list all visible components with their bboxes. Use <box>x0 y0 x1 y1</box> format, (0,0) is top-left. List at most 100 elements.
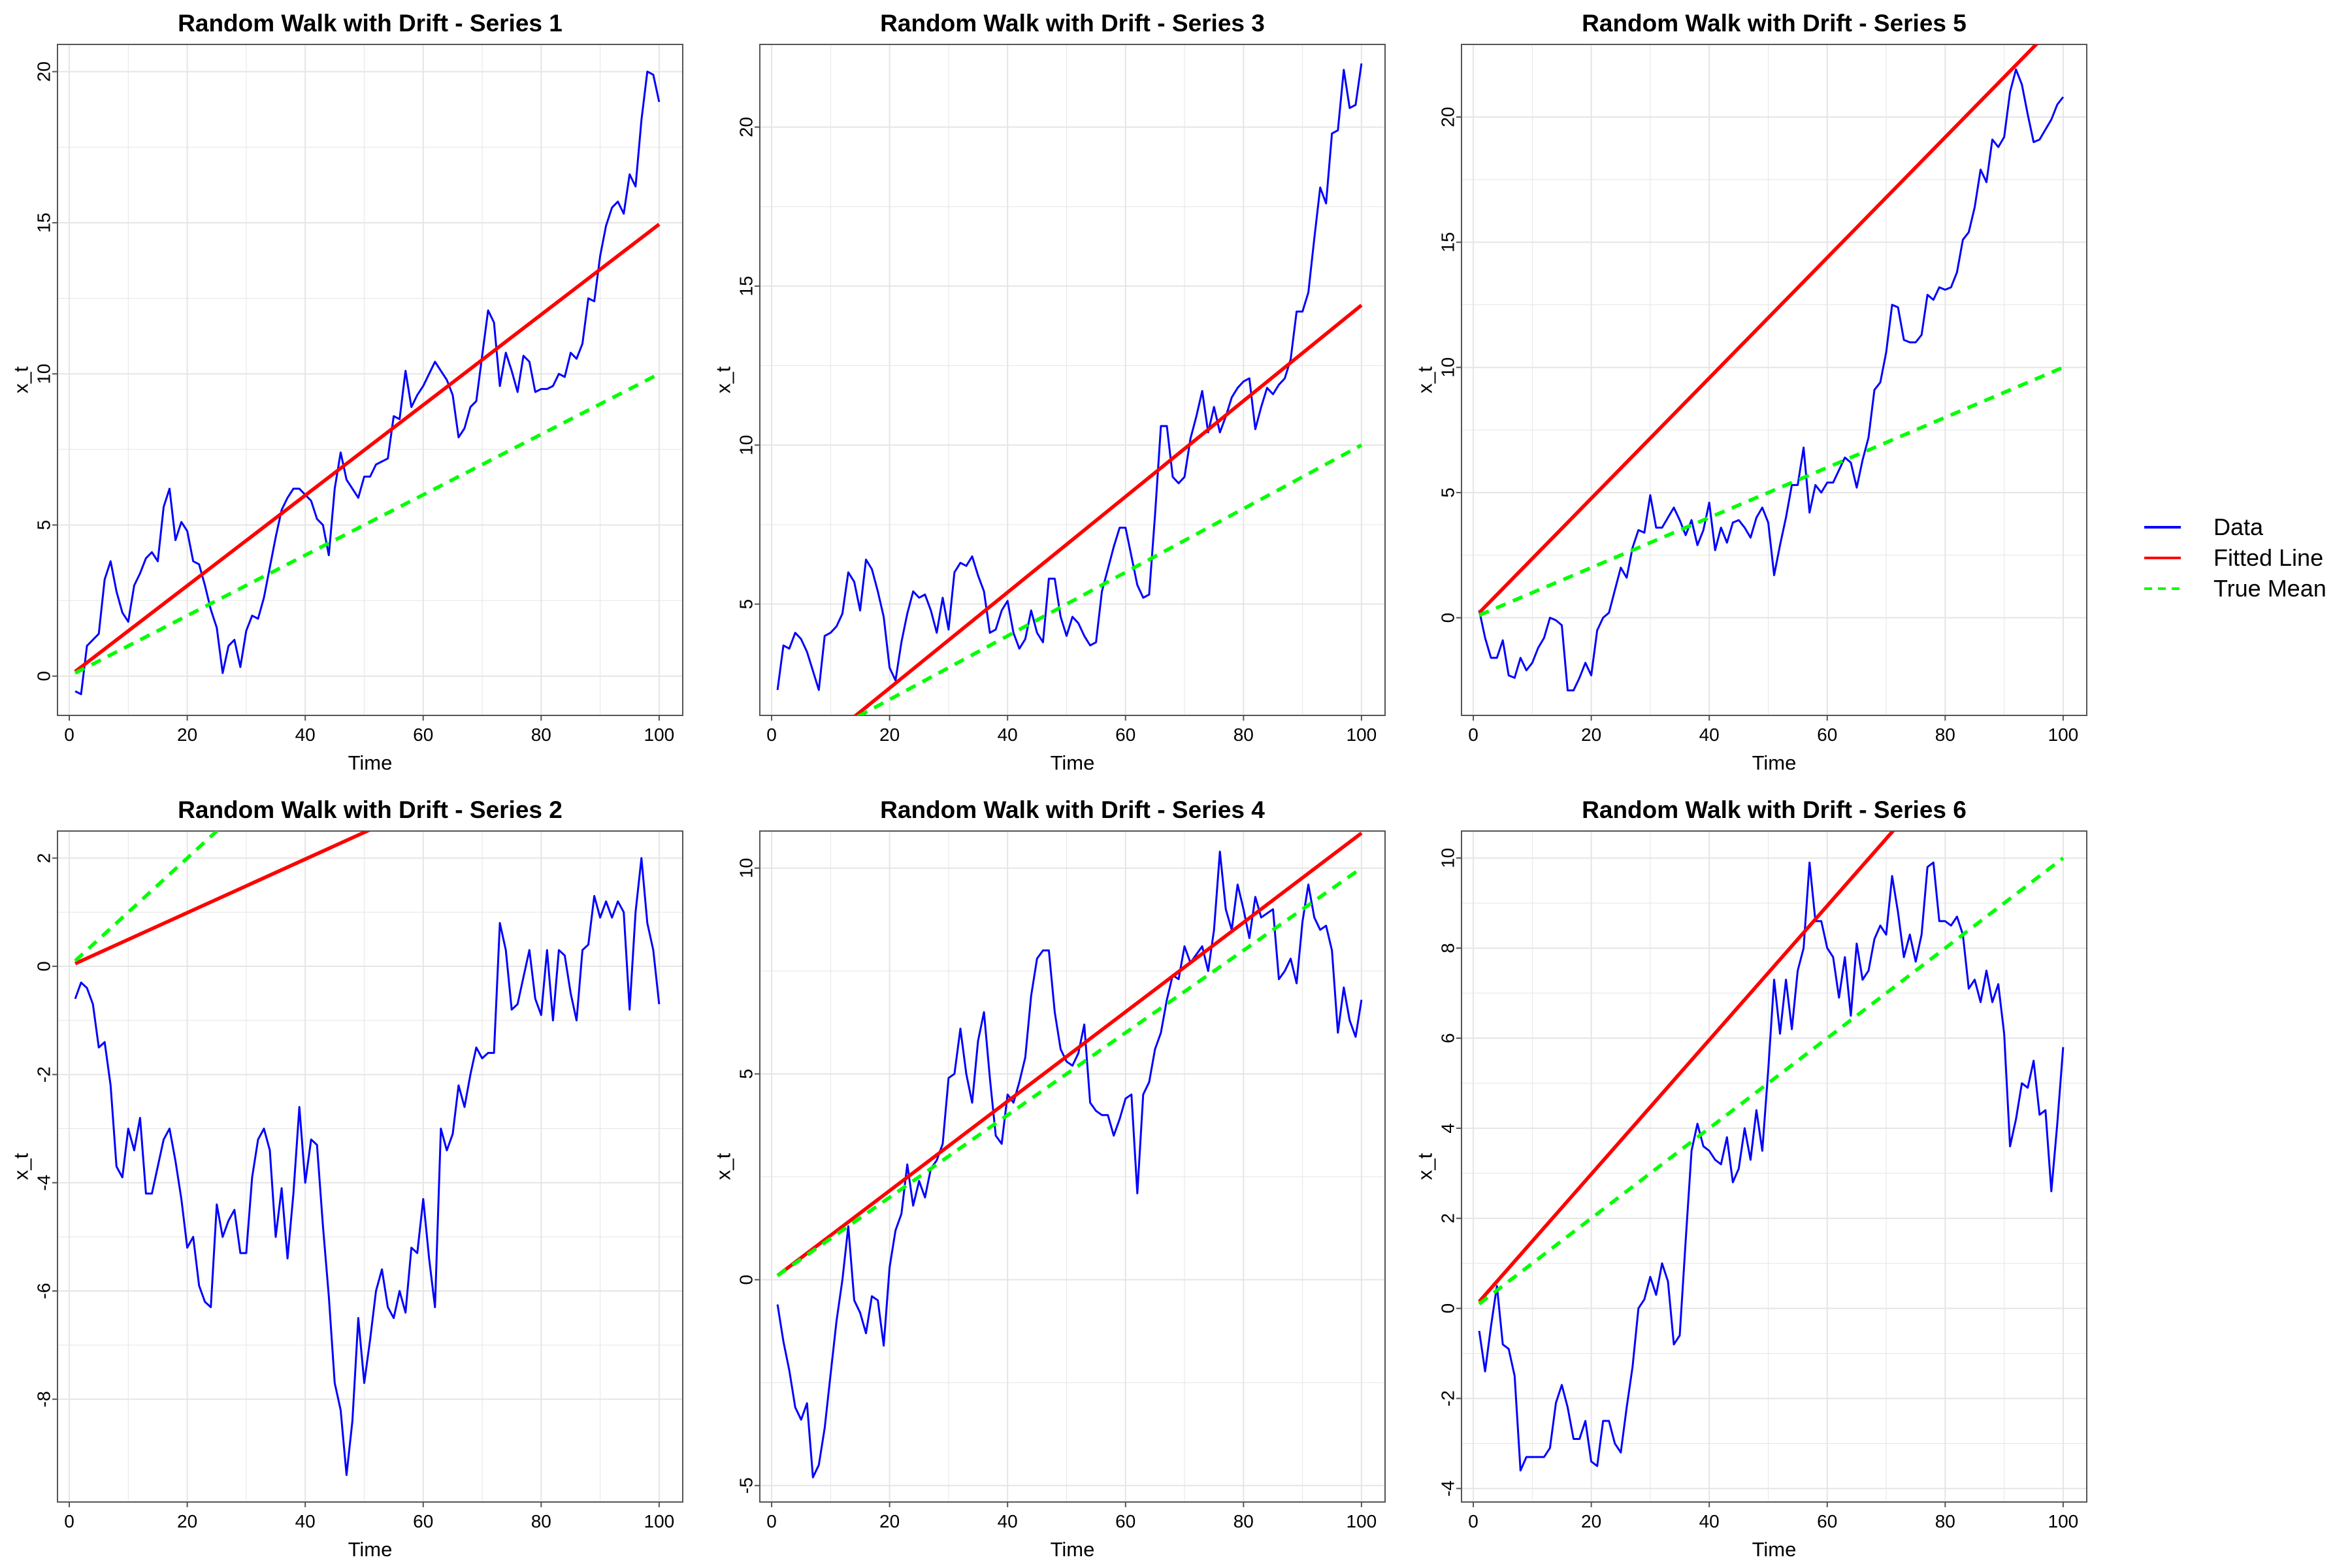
data-series-line <box>74 857 661 1477</box>
fitted-line <box>74 831 372 966</box>
x-axis-label: Time <box>348 1538 393 1561</box>
chart-panel-2: 0 20 40 60 80 100 -8 -6 -4 -2 0 2 Time x_t Random Walk… <box>10 796 683 1561</box>
fitted-line <box>776 831 1363 1277</box>
panel-border <box>759 830 1386 1503</box>
x-tick-label: 60 <box>1817 725 1837 745</box>
y-tick-label: -2 <box>1438 1390 1458 1407</box>
y-tick-label: 0 <box>1438 1303 1458 1314</box>
true-mean-line <box>856 443 1363 715</box>
x-axis-label: Time <box>1051 751 1095 774</box>
x-tick-label: 100 <box>1347 725 1377 745</box>
y-tick-label: 10 <box>1438 848 1458 868</box>
true-mean-line <box>74 831 220 962</box>
y-tick-label: 10 <box>736 435 757 455</box>
x-tick-label: 0 <box>766 1511 777 1531</box>
x-tick-label: 40 <box>295 725 316 745</box>
chart-panel-1: 0 20 40 60 80 100 0 5 10 15 20 Time x_t Random Walk w… <box>10 10 683 774</box>
y-tick-label: 0 <box>34 671 54 681</box>
x-tick-label: 20 <box>879 1511 900 1531</box>
data-series-line <box>776 63 1363 691</box>
data-series-line <box>74 71 661 696</box>
series-group <box>776 63 1363 715</box>
x-tick-label: 80 <box>1233 1511 1254 1531</box>
y-tick-label: 15 <box>34 212 54 233</box>
y-axis-label: x_t <box>1414 366 1437 393</box>
x-tick-label: 100 <box>644 1511 675 1531</box>
x-tick-label: 80 <box>531 1511 551 1531</box>
x-tick-label: 60 <box>1115 1511 1135 1531</box>
y-tick-label: -4 <box>34 1175 54 1191</box>
y-tick-label: 15 <box>736 276 757 296</box>
y-tick-label: 0 <box>1438 613 1458 623</box>
y-tick-label: 10 <box>1438 357 1458 378</box>
x-tick-label: 80 <box>1935 725 1955 745</box>
x-tick-label: 40 <box>1699 725 1720 745</box>
x-tick-label: 0 <box>1468 1511 1478 1531</box>
data-series-line <box>776 851 1363 1478</box>
x-tick-label: 80 <box>1935 1511 1955 1531</box>
x-tick-label: 0 <box>766 725 777 745</box>
y-tick-label: 0 <box>34 961 54 972</box>
panel-border <box>57 44 683 716</box>
y-tick-label: 5 <box>34 520 54 531</box>
grid <box>760 44 1385 715</box>
grid <box>1462 831 2087 1502</box>
x-axis-label: Time <box>1051 1538 1095 1561</box>
y-tick-label: 5 <box>1438 487 1458 498</box>
chart-title: Random Walk with Drift - Series 6 <box>1582 796 1967 823</box>
y-axis-label: x_t <box>712 366 735 393</box>
y-tick-label: 2 <box>34 853 54 864</box>
x-tick-label: 0 <box>1468 725 1478 745</box>
y-axis-label: x_t <box>10 1152 33 1180</box>
x-tick-label: 60 <box>413 725 433 745</box>
y-axis-label: x_t <box>1414 1152 1437 1180</box>
y-axis-label: x_t <box>712 1152 735 1180</box>
series-group <box>1478 831 2065 1472</box>
y-tick-label: 5 <box>736 599 757 610</box>
x-tick-label: 80 <box>531 725 551 745</box>
chart-panel-6: 0 20 40 60 80 100 -4 -2 0 2 4 6 8 10 Time x_t Random Wal… <box>1414 796 2087 1561</box>
data-series-line <box>1478 861 2065 1472</box>
x-axis-label: Time <box>1752 1538 1797 1561</box>
true-mean-line <box>1478 365 2064 617</box>
chart-title: Random Walk with Drift - Series 3 <box>880 10 1265 37</box>
chart-title: Random Walk with Drift - Series 1 <box>178 10 563 37</box>
x-tick-label: 20 <box>879 725 900 745</box>
x-tick-label: 20 <box>177 725 197 745</box>
chart-title: Random Walk with Drift - Series 2 <box>178 796 563 823</box>
x-tick-label: 20 <box>1581 725 1601 745</box>
y-tick-label: -6 <box>34 1283 54 1299</box>
y-tick-label: 6 <box>1438 1033 1458 1043</box>
x-tick-label: 100 <box>2048 725 2079 745</box>
y-tick-label: 4 <box>1438 1123 1458 1134</box>
true-mean-line <box>1478 857 2065 1305</box>
x-tick-label: 20 <box>1581 1511 1601 1531</box>
chart-panel-4: 0 20 40 60 80 100 -5 0 5 10 Time x_t Random Walk wit… <box>712 796 1386 1561</box>
y-axis-label: x_t <box>10 366 33 393</box>
panel-border <box>1461 44 2087 716</box>
legend-label-true-mean: True Mean <box>2213 575 2327 602</box>
series-group <box>776 831 1363 1478</box>
fitted-line <box>853 303 1363 715</box>
chart-title: Random Walk with Drift - Series 4 <box>880 796 1265 823</box>
x-tick-label: 100 <box>1347 1511 1377 1531</box>
panel-border <box>1461 830 2087 1503</box>
y-tick-label: 20 <box>736 117 757 137</box>
legend-label-data: Data <box>2213 514 2264 540</box>
x-axis-label: Time <box>1752 751 1797 774</box>
x-tick-label: 60 <box>1115 725 1135 745</box>
x-tick-label: 40 <box>998 1511 1018 1531</box>
grid <box>760 831 1385 1502</box>
y-tick-label: 10 <box>34 364 54 384</box>
y-tick-label: 0 <box>736 1275 757 1285</box>
fitted-line <box>1478 44 2039 614</box>
y-tick-label: 20 <box>34 61 54 82</box>
x-tick-label: 0 <box>64 725 74 745</box>
chart-panel-5: 0 20 40 60 80 100 0 5 10 15 20 Time x_t Random Walk w… <box>1414 10 2087 774</box>
legend-label-fitted-line: Fitted Line <box>2213 544 2323 571</box>
x-tick-label: 80 <box>1233 725 1254 745</box>
x-tick-label: 40 <box>998 725 1018 745</box>
x-tick-label: 60 <box>1817 1511 1837 1531</box>
